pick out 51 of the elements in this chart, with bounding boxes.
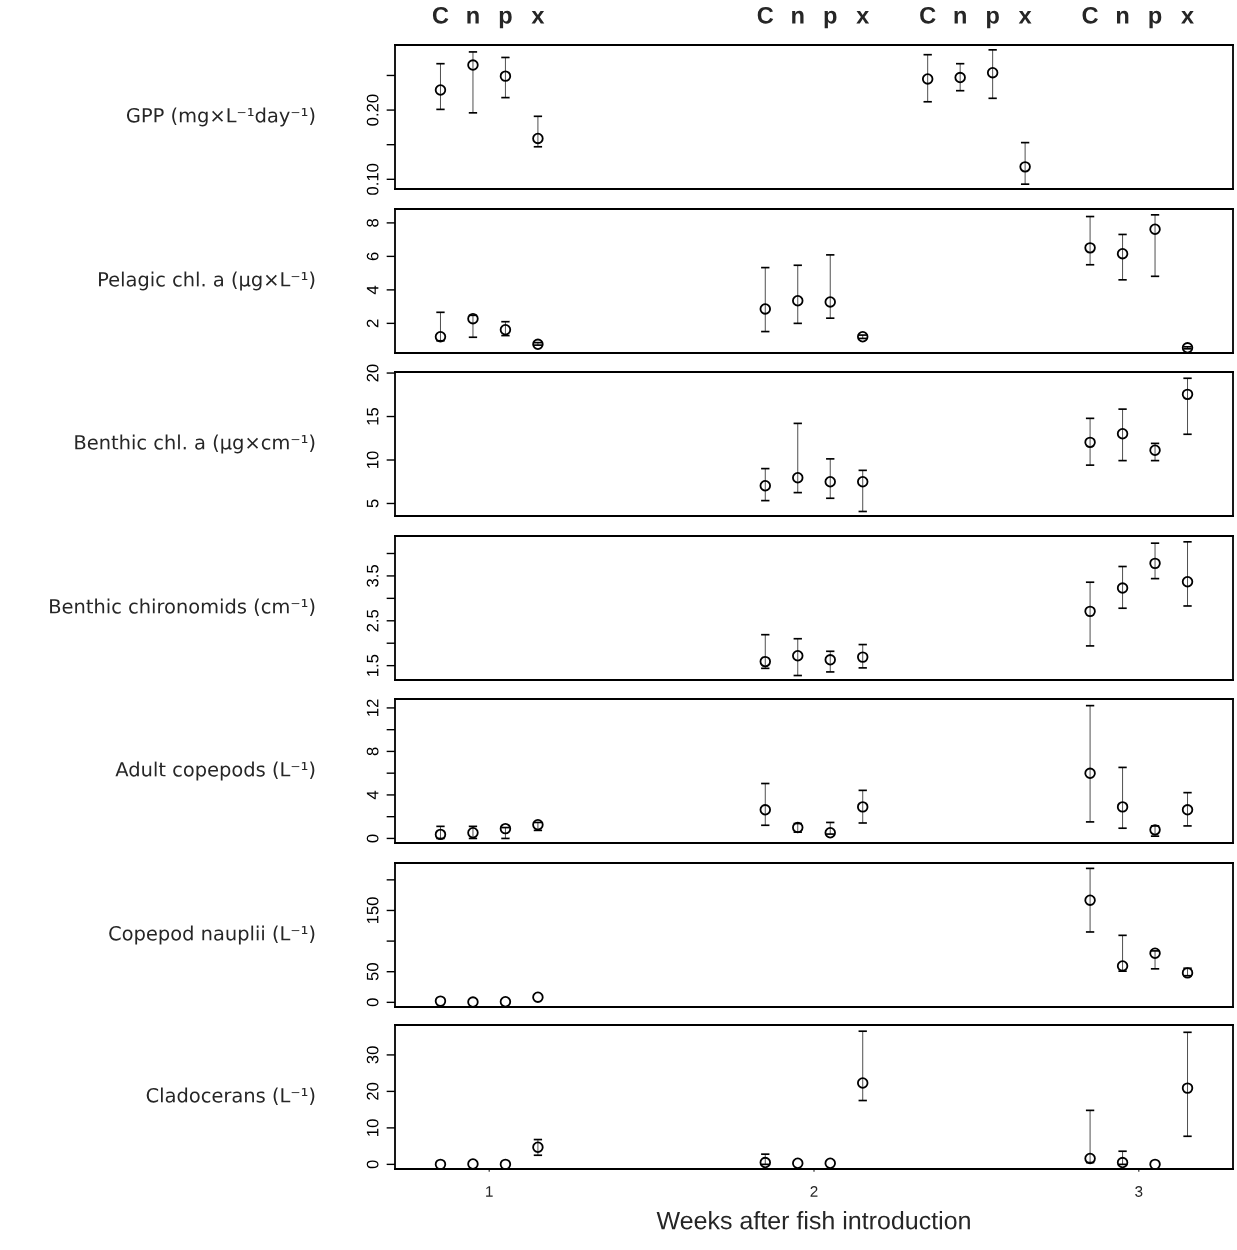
text: p — [824, 10, 837, 29]
text: x — [1018, 10, 1032, 24]
text: x — [1181, 10, 1194, 24]
text: p — [499, 10, 512, 29]
x-tick-label: 2 — [810, 1186, 818, 1197]
y-tick-label: 50 — [366, 963, 379, 981]
y-tick-label: 3.5 — [366, 565, 379, 587]
y-tick-label: 10 — [366, 1119, 379, 1136]
text: C — [757, 6, 774, 24]
y-tick-label: 0 — [366, 1160, 379, 1169]
x-axis-title: Weeks after fish introduction — [656, 1211, 970, 1230]
y-tick-label: 4 — [366, 790, 379, 800]
y-tick-label: 12 — [366, 699, 379, 716]
x-tick-label: 3 — [1135, 1186, 1143, 1197]
y-tick-label: 20 — [366, 364, 379, 382]
text: p — [986, 10, 999, 29]
y-axis-title: Cladocerans (L⁻¹) — [146, 1087, 315, 1105]
y-tick-label: 0.10 — [366, 163, 379, 195]
y-axis-title: Copepod nauplii (L⁻¹) — [109, 925, 315, 945]
text: n — [1116, 10, 1129, 24]
y-axis-title: Adult copepods (L⁻¹) — [115, 761, 315, 781]
text: n — [792, 10, 804, 24]
y-tick-label: 0 — [366, 834, 379, 843]
x-tick-label: 1 — [486, 1186, 493, 1197]
y-tick-label: 6 — [366, 252, 379, 261]
y-tick-label: 5 — [366, 499, 379, 508]
y-axis-title: Benthic chironomids (cm⁻¹) — [50, 598, 315, 616]
text: C — [432, 6, 449, 24]
y-axis-title: Benthic chl. a (µg×cm⁻¹) — [75, 434, 315, 454]
text: x — [856, 10, 870, 24]
y-tick-label: 8 — [366, 747, 379, 756]
text: p — [1149, 10, 1162, 29]
text: x — [531, 10, 545, 24]
y-tick-label: 4 — [366, 285, 379, 295]
y-axis-title: GPP (mg×L⁻¹day⁻¹) — [126, 107, 315, 127]
y-tick-label: 0 — [366, 998, 379, 1007]
y-axis-title: Pelagic chl. a (µg×L⁻¹) — [99, 271, 315, 291]
y-tick-label: 1.5 — [366, 654, 379, 676]
text: n — [467, 10, 479, 24]
y-tick-label: 0.20 — [366, 94, 379, 126]
text: C — [920, 6, 936, 24]
y-tick-label: 20 — [366, 1082, 379, 1100]
y-tick-label: 10 — [366, 451, 379, 468]
y-tick-label: 2.5 — [366, 609, 379, 632]
y-tick-label: 8 — [366, 218, 379, 227]
y-tick-label: 30 — [366, 1046, 379, 1064]
y-tick-label: 2 — [366, 319, 379, 328]
text: n — [954, 10, 966, 24]
y-tick-label: 150 — [366, 897, 379, 924]
y-tick-label: 15 — [366, 407, 379, 425]
text: C — [1082, 6, 1098, 24]
